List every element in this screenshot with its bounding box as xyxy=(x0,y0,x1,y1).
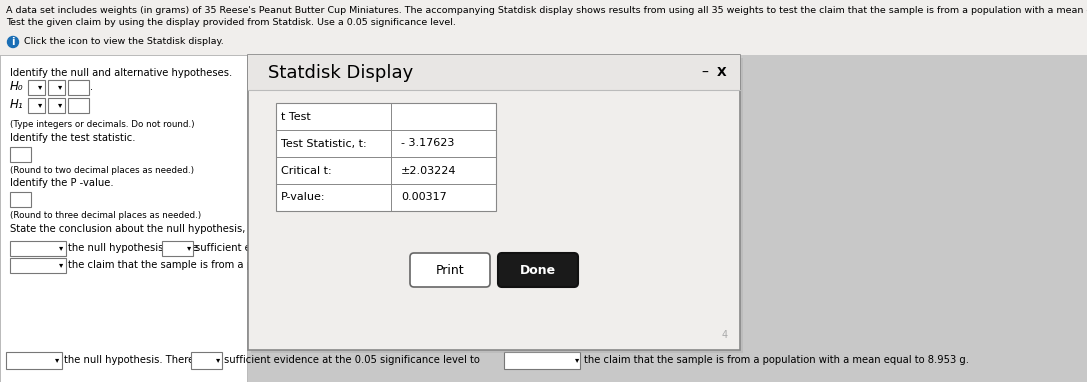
Text: ▾: ▾ xyxy=(59,261,63,269)
Text: ▾: ▾ xyxy=(58,83,62,92)
Text: (Round to two decimal places as needed.): (Round to two decimal places as needed.) xyxy=(10,166,195,175)
Text: t Test: t Test xyxy=(282,112,311,121)
FancyBboxPatch shape xyxy=(503,351,579,369)
Text: Print: Print xyxy=(436,264,464,277)
Text: the null hypothesis. There: the null hypothesis. There xyxy=(68,243,198,253)
FancyBboxPatch shape xyxy=(498,253,578,287)
Bar xyxy=(276,103,496,211)
Text: X: X xyxy=(717,66,727,79)
Text: (Round to three decimal places as needed.): (Round to three decimal places as needed… xyxy=(10,211,201,220)
Text: State the conclusion about the null hypothesis, as well as the final conclusion : State the conclusion about the null hypo… xyxy=(10,224,570,234)
Text: P-value:: P-value: xyxy=(282,193,325,202)
Text: ▾: ▾ xyxy=(58,100,62,110)
FancyBboxPatch shape xyxy=(5,351,62,369)
Text: Identify the test statistic.: Identify the test statistic. xyxy=(10,133,136,143)
Text: 0.00317: 0.00317 xyxy=(401,193,447,202)
Text: sufficient evidence at the 0.05 significance level to: sufficient evidence at the 0.05 signific… xyxy=(195,243,451,253)
Text: ±2.03224: ±2.03224 xyxy=(401,165,457,175)
Text: A data set includes weights (in grams) of 35 Reese's Peanut Butter Cup Miniature: A data set includes weights (in grams) o… xyxy=(7,6,1087,15)
Text: ▾: ▾ xyxy=(38,100,42,110)
Text: .: . xyxy=(90,82,93,92)
FancyBboxPatch shape xyxy=(27,79,45,94)
Text: ▾: ▾ xyxy=(187,243,191,253)
Text: ▾: ▾ xyxy=(54,356,59,364)
Text: Identify the null and alternative hypotheses.: Identify the null and alternative hypoth… xyxy=(10,68,233,78)
Text: Critical t:: Critical t: xyxy=(282,165,332,175)
FancyBboxPatch shape xyxy=(190,351,222,369)
FancyBboxPatch shape xyxy=(10,147,30,162)
Text: - 3.17623: - 3.17623 xyxy=(401,139,454,149)
FancyBboxPatch shape xyxy=(27,97,45,113)
Text: Test Statistic, t:: Test Statistic, t: xyxy=(282,139,366,149)
FancyBboxPatch shape xyxy=(10,257,65,272)
Text: ▾: ▾ xyxy=(38,83,42,92)
Bar xyxy=(0,55,247,382)
Text: 4: 4 xyxy=(722,330,728,340)
Text: Statdisk Display: Statdisk Display xyxy=(268,63,413,81)
Circle shape xyxy=(8,37,18,47)
FancyBboxPatch shape xyxy=(162,241,192,256)
Text: ▾: ▾ xyxy=(216,356,221,364)
Text: ▾: ▾ xyxy=(59,243,63,253)
Text: Identify the P -value.: Identify the P -value. xyxy=(10,178,114,188)
Text: the claim that the sample is from a population with a mean equal to 8.953 g.: the claim that the sample is from a popu… xyxy=(584,355,969,365)
FancyBboxPatch shape xyxy=(67,79,88,94)
Text: H₁: H₁ xyxy=(10,99,24,112)
Text: the claim that the sample is from a population with a mean equal to 8.953 g.: the claim that the sample is from a popu… xyxy=(68,260,453,270)
Bar xyxy=(0,0,1087,55)
Text: sufficient evidence at the 0.05 significance level to: sufficient evidence at the 0.05 signific… xyxy=(224,355,479,365)
Bar xyxy=(251,58,744,353)
Text: H₀: H₀ xyxy=(10,81,24,94)
Text: Done: Done xyxy=(520,264,557,277)
FancyBboxPatch shape xyxy=(10,241,65,256)
FancyBboxPatch shape xyxy=(48,97,64,113)
Text: –: – xyxy=(701,65,709,79)
FancyBboxPatch shape xyxy=(48,79,64,94)
Text: (Type integers or decimals. Do not round.): (Type integers or decimals. Do not round… xyxy=(10,120,195,129)
Text: Test the given claim by using the display provided from Statdisk. Use a 0.05 sig: Test the given claim by using the displa… xyxy=(7,18,455,27)
Text: i: i xyxy=(11,37,15,47)
Bar xyxy=(248,55,740,90)
Text: ▾: ▾ xyxy=(575,356,579,364)
Bar xyxy=(248,55,740,350)
FancyBboxPatch shape xyxy=(67,97,88,113)
Text: the null hypothesis. There: the null hypothesis. There xyxy=(64,355,195,365)
Text: Click the icon to view the Statdisk display.: Click the icon to view the Statdisk disp… xyxy=(24,37,224,47)
FancyBboxPatch shape xyxy=(410,253,490,287)
FancyBboxPatch shape xyxy=(10,191,30,207)
